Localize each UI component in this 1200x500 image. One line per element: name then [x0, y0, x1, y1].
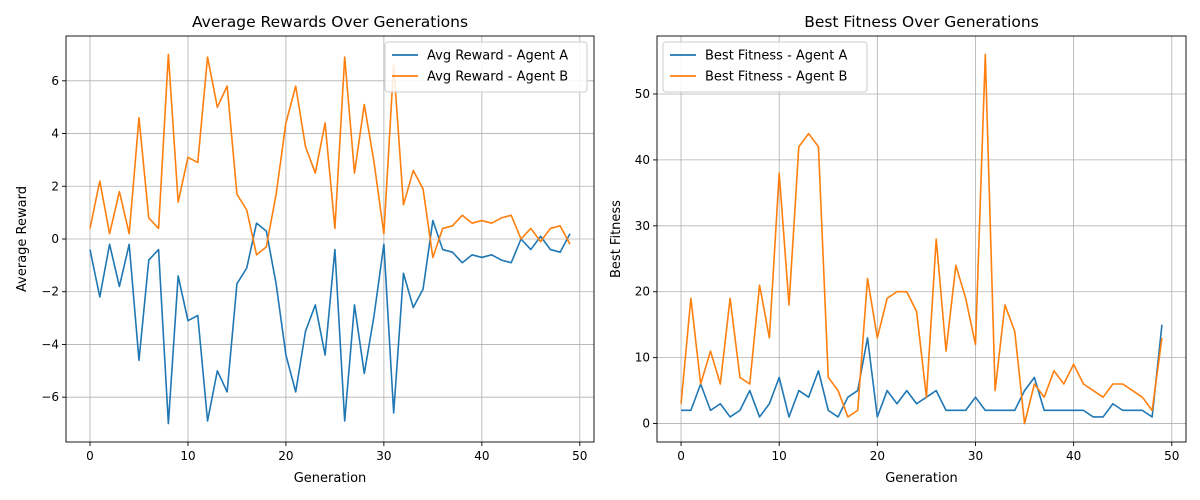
x-tick-label: 40	[474, 449, 489, 463]
x-tick-label: 0	[86, 449, 94, 463]
x-axis-label: Generation	[885, 471, 958, 486]
legend-box	[662, 41, 868, 93]
legend-label-2: Best Fitness - Agent B	[705, 70, 847, 85]
legend-label-1: Avg Reward - Agent A	[427, 49, 568, 64]
series-line-2	[89, 53, 571, 259]
y-axis-label: Best Fitness	[609, 200, 624, 278]
y-tick-label: 0	[51, 232, 59, 246]
x-tick-label: 0	[677, 449, 685, 463]
y-tick-label: 6	[51, 74, 59, 88]
chart-2: 0 10 20 30 40 50 0 10 20 30 40 50 Best Fitness Over …	[609, 13, 1187, 486]
chart-title: Average Rewards Over Generations	[192, 13, 468, 31]
y-tick-label: 50	[635, 87, 650, 101]
series-line-2	[680, 53, 1163, 425]
chart-1: 0 10 20 30 40 50 −6 −4 −2 0 2 4 6 Average Rewards Ove…	[15, 13, 595, 486]
y-tick-label: 20	[635, 285, 650, 299]
y-tick-label: −4	[41, 337, 59, 351]
y-tick-label: 0	[642, 417, 650, 431]
series-line-1	[681, 324, 1163, 418]
legend-label-1: Best Fitness - Agent A	[705, 49, 848, 64]
legend: Best Fitness - Agent A Best Fitness - Age…	[662, 41, 868, 93]
x-tick-label: 20	[870, 449, 885, 463]
x-tick-label: 40	[1066, 449, 1081, 463]
x-tick-label: 30	[376, 449, 391, 463]
y-tick-label: −6	[41, 390, 59, 404]
legend: Avg Reward - Agent A Avg Reward - Agent B	[384, 41, 588, 93]
x-tick-label: 20	[278, 449, 293, 463]
y-tick-label: 40	[635, 153, 650, 167]
legend-box	[384, 41, 588, 93]
x-tick-label: 30	[968, 449, 983, 463]
x-tick-label: 50	[1164, 449, 1179, 463]
y-tick-label: 2	[51, 179, 59, 193]
axes-frame	[656, 35, 1187, 443]
chart-title: Best Fitness Over Generations	[804, 13, 1039, 31]
x-axis-label: Generation	[294, 471, 367, 486]
y-tick-label: −2	[41, 285, 59, 299]
legend-label-2: Avg Reward - Agent B	[427, 70, 568, 85]
x-tick-label: 50	[572, 449, 587, 463]
x-tick-label: 10	[180, 449, 195, 463]
series-line-1	[89, 219, 571, 425]
y-tick-label: 4	[51, 127, 59, 141]
y-tick-label: 30	[635, 219, 650, 233]
y-axis-label: Average Reward	[15, 186, 30, 292]
x-tick-label: 10	[772, 449, 787, 463]
y-tick-label: 10	[635, 351, 650, 365]
